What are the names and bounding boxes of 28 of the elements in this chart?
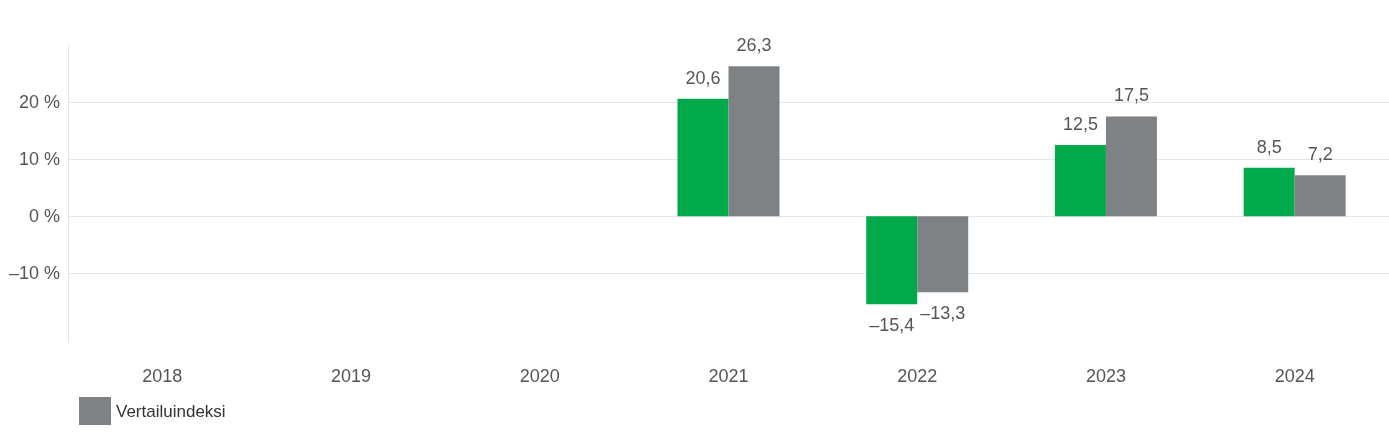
data-label: 26,3	[736, 35, 772, 56]
x-tick-label: 2020	[519, 366, 560, 386]
data-label: 20,6	[685, 67, 721, 88]
bar	[1294, 175, 1346, 217]
x-tick-label: 2021	[708, 366, 749, 386]
bar	[1243, 167, 1295, 217]
bar	[1105, 116, 1157, 217]
bar	[1054, 144, 1106, 217]
data-label: 7,2	[1307, 144, 1333, 165]
x-tick-label: 2023	[1085, 366, 1126, 386]
legend-label: Vertailuindeksi	[116, 401, 226, 421]
data-label: 12,5	[1062, 113, 1098, 134]
y-tick-label: –10 %	[8, 263, 60, 284]
data-label: 8,5	[1256, 136, 1282, 157]
bar	[866, 216, 918, 305]
x-tick-label: 2018	[142, 366, 183, 386]
bar	[677, 98, 729, 217]
y-tick-label: 10 %	[18, 149, 60, 170]
x-tick-label: 2024	[1274, 366, 1315, 386]
bar	[728, 66, 780, 217]
x-tick-label: 2019	[331, 366, 372, 386]
data-label: –15,4	[869, 315, 915, 336]
y-tick-label: 0 %	[28, 206, 60, 227]
data-label: –13,3	[920, 303, 966, 324]
y-tick-label: 20 %	[18, 92, 60, 113]
bar	[917, 216, 969, 293]
data-label: 17,5	[1113, 85, 1149, 106]
x-tick-label: 2022	[897, 366, 938, 386]
